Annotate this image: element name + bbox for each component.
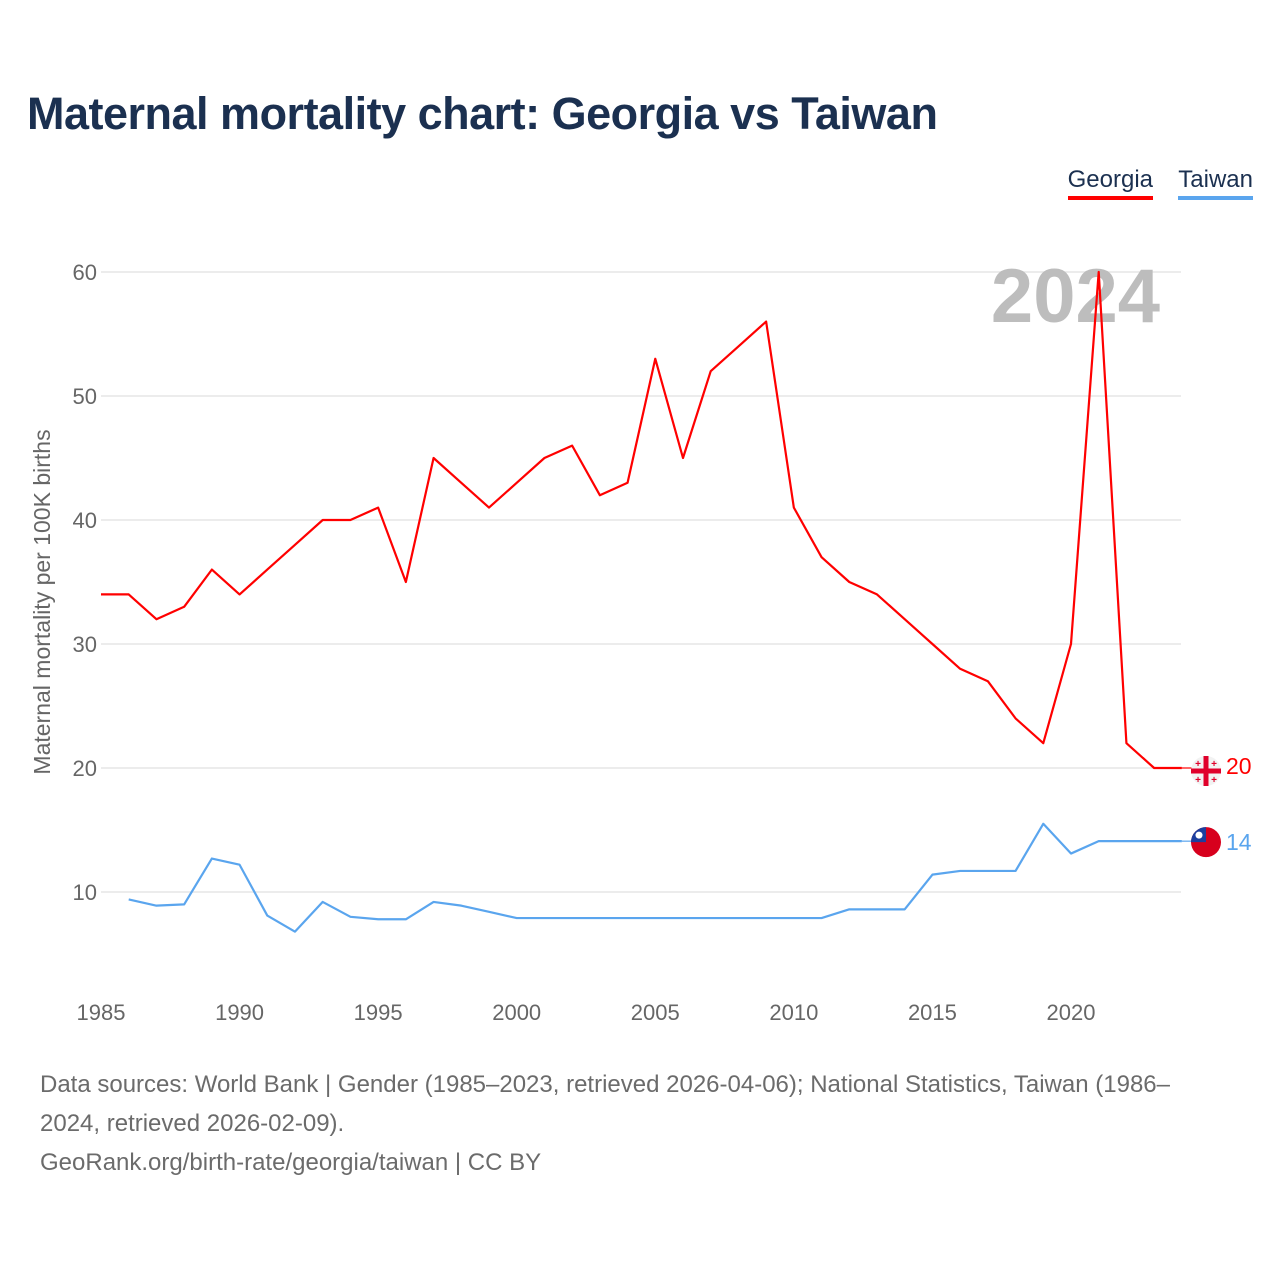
end-label-georgia: 20 (1226, 753, 1252, 779)
end-label-taiwan: 14 (1226, 829, 1252, 855)
series-line-taiwan (128, 822, 1182, 933)
georgia-flag-small-cross: + (1211, 759, 1217, 770)
x-tick-label: 1990 (215, 1000, 264, 1025)
y-tick-label: 50 (73, 384, 97, 409)
taiwan-flag-sun (1195, 831, 1203, 839)
y-tick-label: 10 (73, 880, 97, 905)
y-tick-label: 60 (73, 260, 97, 285)
georgia-flag-cross (1191, 768, 1221, 774)
y-tick-label: 30 (73, 632, 97, 657)
georgia-flag-small-cross: + (1211, 775, 1217, 786)
georgia-flag-small-cross: + (1195, 775, 1201, 786)
series-line-georgia (101, 270, 1182, 770)
x-tick-label: 2010 (769, 1000, 818, 1025)
x-tick-label: 2000 (492, 1000, 541, 1025)
x-tick-label: 2005 (631, 1000, 680, 1025)
legend-taiwan[interactable]: Taiwan (1178, 166, 1253, 200)
y-tick-label: 20 (73, 756, 97, 781)
source-link[interactable]: GeoRank.org/birth-rate/georgia/taiwan | … (40, 1149, 542, 1176)
legend-georgia[interactable]: Georgia (1067, 166, 1153, 200)
x-tick-label: 1995 (354, 1000, 403, 1025)
source-note: Data sources: World Bank | Gender (1985–… (40, 1065, 1220, 1182)
line-chart: 10 20 30 40 50 60 1985 1990 1995 2000 2005 2010 2015… (29, 254, 1252, 1025)
georgia-flag-small-cross: + (1195, 759, 1201, 770)
source-text: Data sources: World Bank | Gender (1985–… (40, 1071, 1170, 1137)
y-axis-label: Maternal mortality per 100K births (29, 429, 55, 774)
y-tick-label: 40 (73, 508, 97, 533)
x-tick-label: 1985 (77, 1000, 126, 1025)
x-tick-label: 2015 (908, 1000, 957, 1025)
year-watermark: 2024 (991, 254, 1160, 339)
page-title: Maternal mortality chart: Georgia vs Tai… (27, 88, 938, 139)
x-tick-label: 2020 (1047, 1000, 1096, 1025)
